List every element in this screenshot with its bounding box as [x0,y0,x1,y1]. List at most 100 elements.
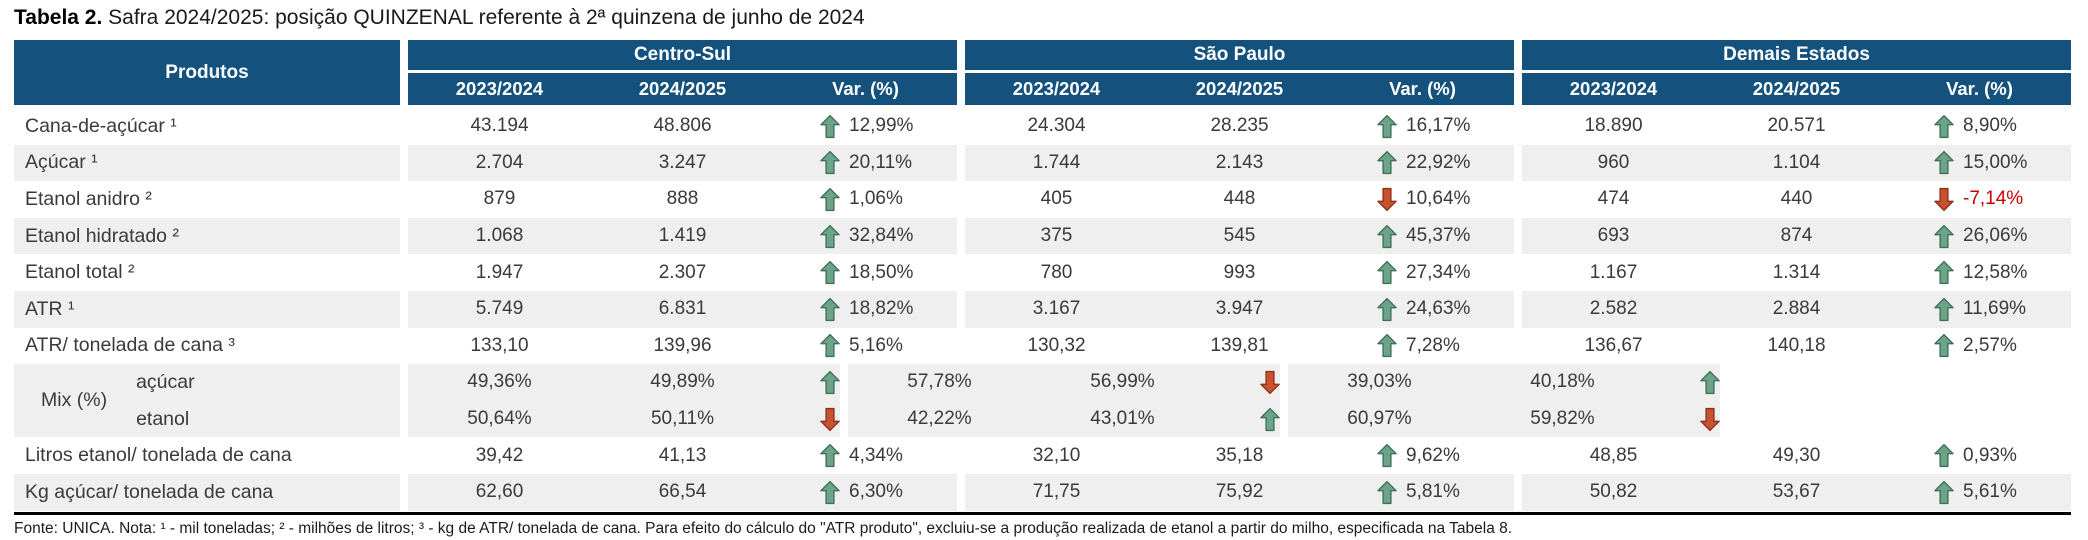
trend-arrow [820,150,840,175]
trend-arrow [1260,364,1280,401]
value-cell: 136,67 [1522,327,1705,365]
trend-arrow [1934,443,1954,468]
variation-cell [1214,364,1280,438]
footnote: Fonte: UNICA. Nota: ¹ - mil toneladas; ²… [14,519,1513,537]
value-cell: 3.947 [1148,290,1331,328]
trend-arrow [1377,333,1397,358]
value-cell: 693 [1522,217,1705,255]
column-gap [1514,181,1522,218]
trend-arrow [820,480,840,505]
value-cell: 1.314 [1705,254,1888,291]
value-cell: 405 [965,181,1148,218]
column-header-2023-2024: 2023/2024 [455,78,544,99]
variation-cell: 8,90% [1888,108,2071,145]
variation-value: 10,64% [1406,188,1471,210]
column-gap [957,108,965,145]
variation-cell: 15,00% [1888,144,2071,182]
value-cell: 1.947 [408,254,591,291]
value-cell: 49,36% 50,64% [408,364,591,438]
mix-sublabel: açúcar [136,371,195,394]
column-gap [957,40,965,105]
mix-label-cell: Mix (%) açúcar etanol [14,364,400,438]
trend-arrow [1700,401,1720,438]
value-cell: 62,60 [408,473,591,511]
value-cell: 2.704 [408,144,591,182]
variation-cell: 12,99% [774,108,957,145]
arrow-up-icon [820,480,840,504]
variation-cell: 22,92% [1331,144,1514,182]
variation-value: 18,82% [849,298,914,320]
column-gap [400,473,408,511]
value-cell: 2.884 [1705,290,1888,328]
column-gap [400,364,408,438]
row-label: Litros etanol/ tonelada de cana [14,437,400,474]
value-cell: 2.143 [1148,144,1331,182]
value-cell: 140,18 [1705,327,1888,365]
mix-sublabels: açúcar etanol [136,364,195,437]
column-header-2023-2024: 2023/2024 [1569,78,1658,99]
variation-cell: 1,06% [774,181,957,218]
arrow-up-icon [1934,151,1954,175]
table-row: Kg açúcar/ tonelada de cana 62,60 66,54 6,3… [14,473,2071,511]
value-cell: 50,82 [1522,473,1705,511]
column-gap [400,40,408,105]
arrow-up-icon [1377,444,1397,468]
trend-arrow [1377,480,1397,505]
arrow-down-icon [1700,407,1720,431]
group-header-centro-sul: Centro-Sul 2023/2024 2024/2025 Var. (%) [408,40,957,105]
trend-arrow [1934,114,1954,139]
table-row: Etanol anidro ² 879 888 1,06% 405 448 10,64% 47… [14,181,2071,218]
column-gap [957,254,965,291]
variation-cell: 4,34% [774,437,957,474]
mix-value: 49,36% [467,371,532,393]
column-gap [840,364,848,438]
arrow-up-icon [1934,114,1954,138]
column-header-var: Var. (%) [1389,78,1456,99]
variation-cell: 12,58% [1888,254,2071,291]
column-gap [1514,473,1522,511]
row-label: Mix (%) [41,389,108,412]
value-cell: 888 [591,181,774,218]
table-title: Tabela 2. Safra 2024/2025: posição QUINZ… [14,4,2088,32]
mix-sublabel: etanol [136,407,190,430]
column-gap [957,217,965,255]
trend-arrow [1260,401,1280,438]
column-header-var: Var. (%) [832,78,899,99]
arrow-up-icon [1934,480,1954,504]
mix-value: 57,78% [907,371,972,393]
column-gap [1514,254,1522,291]
variation-value: 26,06% [1963,225,2028,247]
trend-arrow [1934,260,1954,285]
column-gap [1514,217,1522,255]
row-label: ATR/ tonelada de cana ³ [14,327,400,365]
variation-cell: 45,37% [1331,217,1514,255]
column-gap [1514,40,1522,105]
variation-cell: 18,82% [774,290,957,328]
table-row: ATR/ tonelada de cana ³ 133,10 139,96 5,16%… [14,327,2071,365]
variation-value: 12,99% [849,115,914,137]
value-cell: 139,96 [591,327,774,365]
arrow-up-icon [1377,114,1397,138]
column-gap [1514,108,1522,145]
value-cell: 66,54 [591,473,774,511]
value-cell: 57,78% 42,22% [848,364,1031,438]
column-header-var: Var. (%) [1946,78,2013,99]
trend-arrow [820,260,840,285]
value-cell: 48,85 [1522,437,1705,474]
row-label: Kg açúcar/ tonelada de cana [14,473,400,511]
mix-value: 49,89% [650,371,715,393]
value-cell: 41,13 [591,437,774,474]
column-gap [400,254,408,291]
column-gap [400,217,408,255]
arrow-up-icon [1700,370,1720,395]
arrow-up-icon [1377,224,1397,248]
column-header-produtos: Produtos [14,40,400,105]
column-gap [400,327,408,365]
column-gap [400,181,408,218]
trend-arrow [820,297,840,322]
column-gap [400,290,408,328]
value-cell: 3.167 [965,290,1148,328]
value-cell: 448 [1148,181,1331,218]
trend-arrow [1934,333,1954,358]
trend-arrow [1377,443,1397,468]
